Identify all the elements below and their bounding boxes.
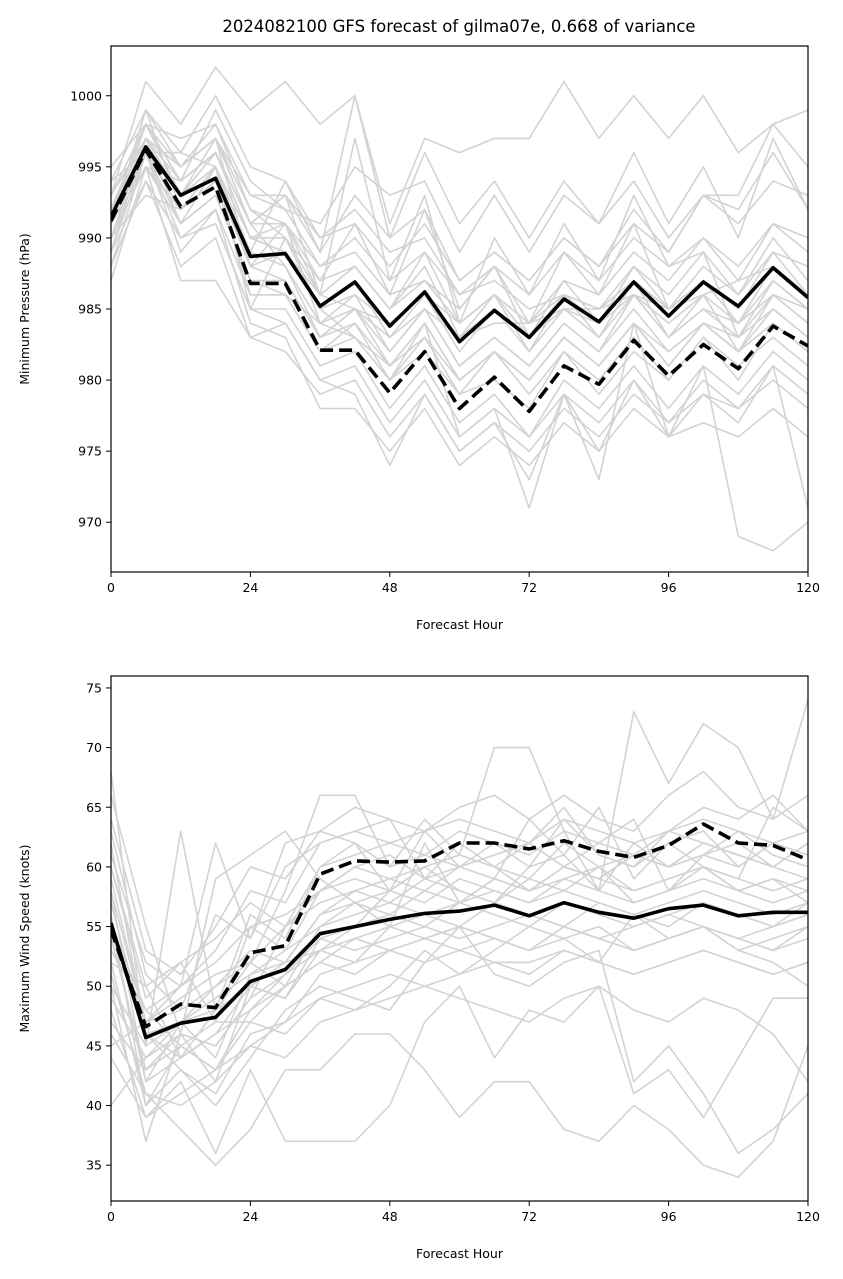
- wind-y-tick-label: 40: [86, 1098, 102, 1113]
- wind-x-tick-label: 0: [107, 1209, 115, 1224]
- wind-y-ticks: 35 40 45 50 55 60 65 70 75: [86, 680, 111, 1173]
- pressure-x-tick-label: 72: [521, 580, 537, 595]
- pressure-ensemble-member-line: [111, 180, 808, 438]
- wind-x-tick-label: 48: [382, 1209, 398, 1224]
- wind-x-tick-label: 24: [242, 1209, 258, 1224]
- pressure-ensemble-member-line: [111, 180, 808, 453]
- wind-y-tick-label: 45: [86, 1038, 102, 1053]
- pressure-dashed-line: [111, 148, 808, 414]
- pressure-y-tick-label: 980: [78, 373, 102, 388]
- pressure-y-tick-label: 975: [78, 444, 102, 459]
- wind-ensemble-member-line: [111, 974, 808, 1178]
- wind-y-tick-label: 60: [86, 859, 102, 874]
- pressure-x-ticks: 0 24 48 72 96 120: [107, 572, 820, 595]
- pressure-y-axis-label: Minimum Pressure (hPa): [17, 233, 32, 385]
- pressure-x-tick-label: 0: [107, 580, 115, 595]
- wind-ensemble-member-line: [111, 818, 808, 988]
- pressure-ensemble-member-line: [111, 166, 808, 381]
- pressure-y-ticks: 970 975 980 985 990 995 1000: [70, 88, 111, 530]
- wind-x-ticks: 0 24 48 72 96 120: [107, 1201, 820, 1224]
- figure-title: 2024082100 GFS forecast of gilma07e, 0.6…: [222, 17, 695, 36]
- pressure-x-tick-label: 96: [661, 580, 677, 595]
- wind-ensemble-member-line: [111, 818, 808, 1059]
- pressure-x-tick-label: 120: [796, 580, 820, 595]
- pressure-main-lines: [111, 145, 808, 414]
- wind-y-tick-label: 55: [86, 919, 102, 934]
- wind-x-tick-label: 96: [661, 1209, 677, 1224]
- wind-x-tick-label: 120: [796, 1209, 820, 1224]
- wind-ensemble-member-line: [111, 949, 808, 1119]
- wind-ensemble-member-line: [111, 795, 808, 1035]
- pressure-y-tick-label: 995: [78, 159, 102, 174]
- pressure-ensemble-member-line: [111, 95, 808, 253]
- pressure-ensemble-member-line: [111, 109, 808, 253]
- wind-panel: 0 24 48 72 96 120 35 40 45 50 55 60 65 70 75 Forecast…: [17, 675, 820, 1261]
- pressure-x-tick-label: 24: [242, 580, 258, 595]
- pressure-x-axis-label: Forecast Hour: [416, 617, 504, 632]
- wind-y-tick-label: 70: [86, 740, 102, 755]
- wind-axes-frame: [110, 675, 809, 1202]
- pressure-ensemble-member-line: [111, 123, 808, 282]
- pressure-ensemble-member-line: [111, 66, 808, 225]
- wind-ensemble-member-line: [111, 985, 808, 1155]
- pressure-y-tick-label: 985: [78, 302, 102, 317]
- wind-ensemble-member-line: [111, 901, 808, 1083]
- wind-y-tick-label: 65: [86, 800, 102, 815]
- wind-y-tick-label: 50: [86, 979, 102, 994]
- wind-y-tick-label: 35: [86, 1158, 102, 1173]
- pressure-y-tick-label: 990: [78, 230, 102, 245]
- pressure-mean-line: [111, 145, 808, 344]
- pressure-y-tick-label: 970: [78, 515, 102, 530]
- wind-dashed-line: [111, 822, 808, 1029]
- wind-y-axis-label: Maximum Wind Speed (knots): [17, 844, 32, 1032]
- wind-ensemble-member-line: [111, 913, 808, 1071]
- pressure-ensemble-member-line: [111, 137, 808, 296]
- pressure-ensemble-member-line: [111, 137, 808, 325]
- pressure-panel: 0 24 48 72 96 120 970 975 980 985 990 995 1000 Fore…: [17, 45, 820, 632]
- wind-main-lines: [111, 822, 808, 1040]
- wind-ensemble-member-line: [111, 830, 808, 988]
- wind-ensemble-member-line: [111, 770, 808, 976]
- wind-y-tick-label: 75: [86, 680, 102, 695]
- wind-ensemble-member-line: [111, 925, 808, 1107]
- pressure-ensemble-member-line: [111, 151, 808, 467]
- pressure-ensemble-member-line: [111, 123, 808, 339]
- pressure-y-tick-label: 1000: [70, 88, 102, 103]
- pressure-ensemble-member-line: [111, 151, 808, 339]
- pressure-ensemble-lines: [111, 66, 808, 552]
- wind-ensemble-member-line: [111, 866, 808, 1035]
- pressure-ensemble-member-line: [111, 166, 808, 396]
- wind-x-tick-label: 72: [521, 1209, 537, 1224]
- wind-mean-line: [111, 900, 808, 1040]
- pressure-x-tick-label: 48: [382, 580, 398, 595]
- wind-x-axis-label: Forecast Hour: [416, 1246, 504, 1261]
- wind-ensemble-member-line: [111, 973, 808, 1107]
